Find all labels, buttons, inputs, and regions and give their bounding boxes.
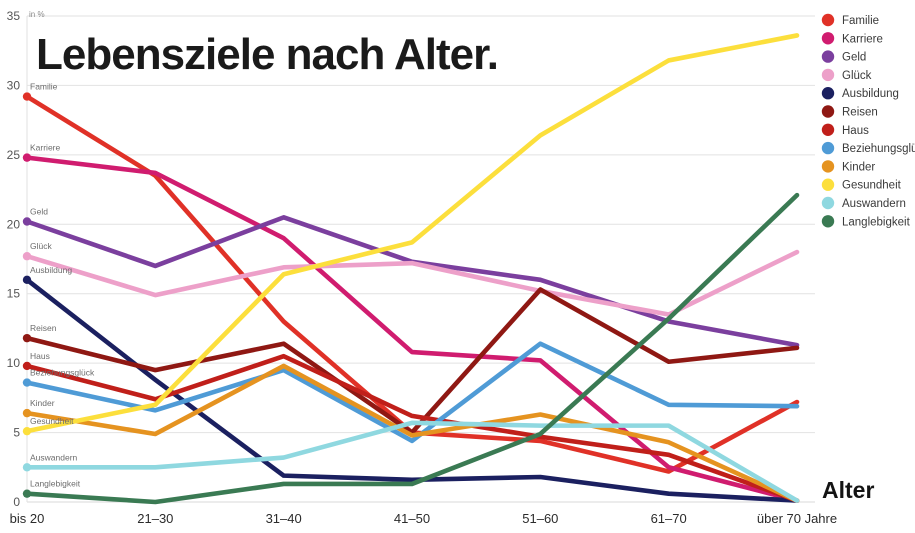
grid-layer <box>26 15 815 503</box>
x-axis-title: Alter <box>822 477 874 503</box>
y-tick-label: 0 <box>13 495 20 509</box>
series-start-dot <box>22 489 32 498</box>
inline-label-kinder: Kinder <box>30 398 55 408</box>
series-line-ausbildung <box>24 277 800 503</box>
inline-label-ausbildung: Ausbildung <box>30 265 72 275</box>
inline-label-geld: Geld <box>30 207 48 217</box>
legend-swatch-beziehungsglck[interactable] <box>821 141 835 155</box>
page-title: Lebensziele nach Alter. <box>36 30 498 79</box>
inline-label-haus: Haus <box>30 351 50 361</box>
x-tick-label: 61–70 <box>651 511 687 526</box>
series-start-dot <box>22 252 32 261</box>
series-line-karriere <box>24 155 800 503</box>
legend-swatch-gesundheit[interactable] <box>821 178 835 191</box>
series-start-dot <box>22 333 32 343</box>
series-start-dot <box>22 378 32 387</box>
legend-label-ausbildung[interactable]: Ausbildung <box>842 88 899 100</box>
series-line-beziehungsglck <box>24 341 800 444</box>
series-line-glck <box>24 249 800 317</box>
legend-label-auswandern[interactable]: Auswandern <box>842 198 906 210</box>
series-endpoint-dots <box>22 92 32 498</box>
series-line-geld <box>24 215 800 348</box>
y-tick-label: 20 <box>7 217 21 231</box>
series-line-langlebigkeit <box>24 192 800 505</box>
series-start-dot <box>22 463 32 472</box>
legend-swatch-glck[interactable] <box>821 68 835 82</box>
x-tick-label: 51–60 <box>522 511 558 526</box>
series-start-dot <box>22 426 32 436</box>
series-line-auswandern <box>24 420 800 503</box>
legend-label-reisen[interactable]: Reisen <box>842 107 878 119</box>
legend-swatch-haus[interactable] <box>821 123 835 136</box>
inline-label-glck: Glück <box>30 241 52 251</box>
x-tick-label: bis 20 <box>10 511 45 526</box>
series-line-reisen <box>24 287 800 435</box>
y-tick-label: 35 <box>7 9 21 23</box>
legend-swatch-kinder[interactable] <box>821 160 835 173</box>
series-start-dot <box>22 217 32 226</box>
y-tick-label: 25 <box>7 148 21 162</box>
legend-swatch-geld[interactable] <box>821 50 835 63</box>
x-tick-label: 21–30 <box>137 511 173 526</box>
series-line-kinder <box>24 363 800 503</box>
series-start-dot <box>22 361 32 371</box>
x-tick-label: über 70 Jahre <box>757 511 837 526</box>
x-tick-label: 31–40 <box>266 511 302 526</box>
legend-label-haus[interactable]: Haus <box>842 125 869 137</box>
legend-label-langlebigkeit[interactable]: Langlebigkeit <box>842 216 911 228</box>
legend-label-glck[interactable]: Glück <box>842 70 872 82</box>
y-axis-ticks: 0 5 10 15 20 25 30 35 <box>7 9 21 509</box>
legend-swatch-langlebigkeit[interactable] <box>821 215 835 228</box>
legend-label-gesundheit[interactable]: Gesundheit <box>842 180 902 192</box>
inline-label-familie: Familie <box>30 82 58 92</box>
x-tick-label: 41–50 <box>394 511 430 526</box>
inline-label-auswandern: Auswandern <box>30 452 78 462</box>
inline-label-gesundheit: Gesundheit <box>30 416 74 426</box>
series-start-dot <box>22 153 32 162</box>
legend-swatch-auswandern[interactable] <box>821 196 835 210</box>
legend-label-kinder[interactable]: Kinder <box>842 161 875 173</box>
inline-label-reisen: Reisen <box>30 323 57 333</box>
y-tick-label: 15 <box>7 287 21 301</box>
inline-label-karriere: Karriere <box>30 143 61 153</box>
legend: Familie Karriere Geld Glück Ausbildung Reisen… <box>821 13 915 228</box>
series-line-haus <box>24 353 800 503</box>
inline-label-beziehungsglck: Beziehungsglück <box>30 368 95 378</box>
y-tick-label: 30 <box>7 78 21 92</box>
series-start-dot <box>22 92 32 101</box>
legend-swatch-reisen[interactable] <box>821 105 835 118</box>
legend-swatch-familie[interactable] <box>821 13 835 27</box>
series-layer <box>24 33 800 505</box>
x-axis-ticks: bis 20 21–30 31–40 41–50 51–60 61–70 über 70 J… <box>10 511 837 526</box>
y-axis-unit-label: in % <box>29 10 45 19</box>
y-tick-label: 5 <box>13 426 20 440</box>
series-start-dot <box>22 408 32 418</box>
inline-label-langlebigkeit: Langlebigkeit <box>30 479 81 489</box>
y-tick-label: 10 <box>7 356 21 370</box>
legend-label-familie[interactable]: Familie <box>842 15 879 27</box>
series-line-gesundheit <box>24 33 800 434</box>
series-start-dot <box>22 275 32 285</box>
legend-label-karriere[interactable]: Karriere <box>842 33 883 45</box>
legend-swatch-karriere[interactable] <box>821 32 835 45</box>
legend-label-beziehungsglck[interactable]: Beziehungsglück <box>842 143 915 155</box>
inline-series-labels: Familie Karriere Geld Glück Ausbildung Reisen… <box>30 82 95 489</box>
legend-label-geld[interactable]: Geld <box>842 52 866 64</box>
legend-swatch-ausbildung[interactable] <box>821 87 835 100</box>
